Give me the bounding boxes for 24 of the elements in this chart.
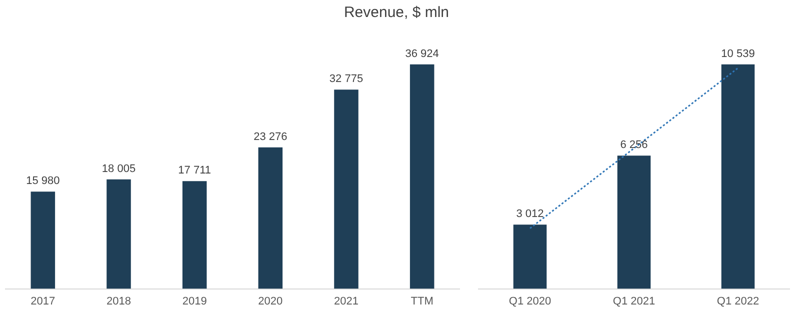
x-tick-label: 2017 bbox=[30, 295, 56, 308]
bar bbox=[410, 64, 434, 289]
x-tick-label: TTM bbox=[410, 295, 434, 308]
data-label: 3 012 bbox=[516, 208, 544, 220]
bar bbox=[30, 192, 56, 289]
x-tick-label: Q1 2022 bbox=[716, 295, 760, 308]
x-tick-label: 2021 bbox=[334, 295, 358, 308]
bar bbox=[106, 179, 131, 289]
data-label: 18 005 bbox=[102, 162, 136, 175]
bar bbox=[182, 181, 207, 289]
x-tick-label: Q1 2020 bbox=[508, 295, 552, 308]
x-tick-label: 2018 bbox=[106, 295, 131, 308]
x-tick-label: Q1 2021 bbox=[612, 295, 656, 308]
bar bbox=[334, 90, 358, 289]
data-label: 36 924 bbox=[405, 48, 439, 60]
bar bbox=[258, 147, 283, 289]
data-label: 17 711 bbox=[178, 164, 211, 177]
x-tick-label: 2020 bbox=[258, 295, 283, 308]
data-label: 15 980 bbox=[26, 175, 60, 188]
data-label: 10 539 bbox=[721, 48, 755, 60]
data-label: 32 775 bbox=[329, 73, 364, 86]
data-label: 23 276 bbox=[254, 130, 288, 143]
x-tick-label: 2019 bbox=[182, 295, 207, 308]
chart-title: Revenue, $ mln bbox=[342, 4, 450, 21]
